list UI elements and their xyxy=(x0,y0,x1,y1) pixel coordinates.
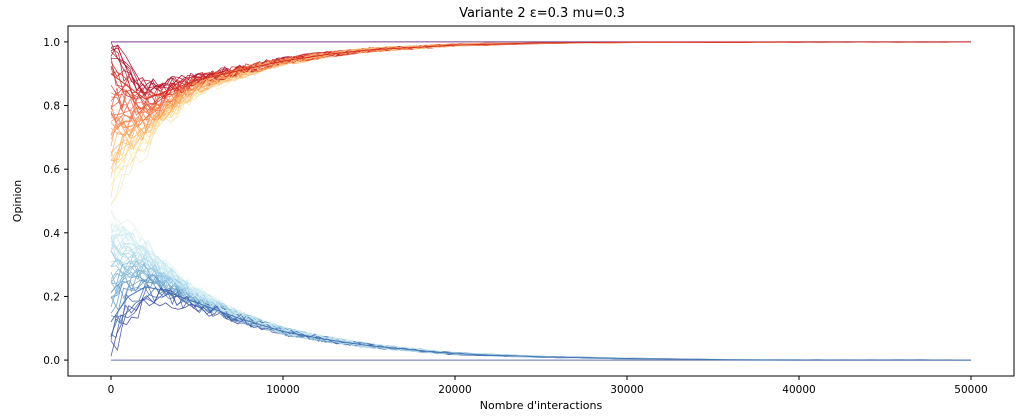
x-tick-label: 40000 xyxy=(782,384,815,396)
agent-trajectory-line xyxy=(110,226,947,361)
y-axis-label: Opinion xyxy=(11,180,24,222)
x-axis-ticks: 0 10000 20000 30000 40000 50000 xyxy=(108,376,988,396)
agent-trajectory-line xyxy=(110,41,947,147)
agent-trajectory-line xyxy=(110,41,949,204)
agent-trajectory-line xyxy=(110,41,952,174)
agent-trajectory-line xyxy=(110,223,949,361)
agent-trajectory-line xyxy=(110,209,950,361)
agent-trajectory-line xyxy=(110,41,948,161)
agent-trajectory-line xyxy=(110,252,947,361)
agent-trajectory-line xyxy=(110,222,947,361)
agent-trajectory-line xyxy=(110,41,946,162)
agent-trajectory-line xyxy=(110,41,948,130)
agent-trajectory-line xyxy=(110,234,947,361)
agent-trajectory-line xyxy=(110,250,951,361)
agent-trajectory-line xyxy=(110,41,953,122)
agent-trajectory-line xyxy=(110,233,948,361)
upper-mean-line xyxy=(110,41,971,100)
agent-trajectory-line xyxy=(110,211,950,361)
agent-trajectory-line xyxy=(110,41,950,89)
agent-trajectory-line xyxy=(110,288,948,361)
agent-trajectory-line xyxy=(110,41,953,136)
agent-trajectory-line xyxy=(110,286,946,361)
x-axis-label: Nombre d'interactions xyxy=(480,399,603,412)
agent-trajectory-line xyxy=(110,41,951,161)
y-tick-label: 0.4 xyxy=(43,228,60,240)
agent-trajectory-line xyxy=(110,233,948,361)
y-tick-label: 0.2 xyxy=(43,291,60,303)
agent-trajectory-line xyxy=(110,41,949,178)
agent-trajectory-line xyxy=(110,250,949,361)
agent-trajectory-line xyxy=(110,253,948,361)
x-tick-label: 0 xyxy=(108,384,115,396)
agent-trajectory-line xyxy=(110,41,951,136)
agent-trajectory-line xyxy=(110,41,952,129)
agent-trajectory-line xyxy=(110,254,949,361)
agent-trajectory-line xyxy=(110,226,946,361)
agent-trajectory-line xyxy=(110,41,948,206)
agent-trajectory-line xyxy=(110,41,950,129)
agent-trajectory-line xyxy=(110,237,950,361)
x-tick-label: 10000 xyxy=(266,384,299,396)
agent-trajectory-line xyxy=(110,232,948,361)
agent-trajectory-line xyxy=(110,41,951,154)
agent-trajectory-line xyxy=(110,41,952,170)
agent-trajectory-line xyxy=(110,240,949,361)
agent-trajectory-line xyxy=(110,41,950,185)
plot-frame xyxy=(67,25,1015,377)
agent-trajectory-line xyxy=(110,41,946,167)
agent-trajectory-line xyxy=(110,292,951,361)
agent-trajectory-line xyxy=(110,220,948,361)
series-lines xyxy=(110,41,971,361)
agent-trajectory-line xyxy=(110,41,946,94)
agent-trajectory-line xyxy=(110,41,947,198)
x-tick-label: 50000 xyxy=(954,384,987,396)
x-tick-label: 30000 xyxy=(610,384,643,396)
agent-trajectory-line xyxy=(110,298,950,361)
agent-trajectory-line xyxy=(110,41,952,157)
y-tick-label: 0.0 xyxy=(43,355,60,367)
agent-trajectory-line xyxy=(110,227,948,361)
agent-trajectory-line xyxy=(110,242,950,361)
chart-title: Variante 2 ε=0.3 mu=0.3 xyxy=(459,6,625,21)
agent-trajectory-line xyxy=(110,41,949,140)
x-tick-label: 20000 xyxy=(438,384,471,396)
y-tick-label: 1.0 xyxy=(43,37,60,49)
agent-trajectory-line xyxy=(110,243,947,361)
agent-trajectory-line xyxy=(110,224,948,361)
agent-trajectory-line xyxy=(110,41,948,125)
agent-trajectory-line xyxy=(110,41,948,136)
agent-trajectory-line xyxy=(110,244,948,361)
agent-trajectory-line xyxy=(110,41,951,131)
y-axis-ticks: 0.0 0.2 0.4 0.6 0.8 1.0 xyxy=(43,37,68,367)
y-tick-label: 0.8 xyxy=(43,101,60,113)
agent-trajectory-line xyxy=(110,224,952,361)
lower-mean-line xyxy=(110,286,971,361)
agent-trajectory-line xyxy=(110,41,949,163)
agent-trajectory-line xyxy=(110,41,946,123)
y-tick-label: 0.6 xyxy=(43,164,60,176)
